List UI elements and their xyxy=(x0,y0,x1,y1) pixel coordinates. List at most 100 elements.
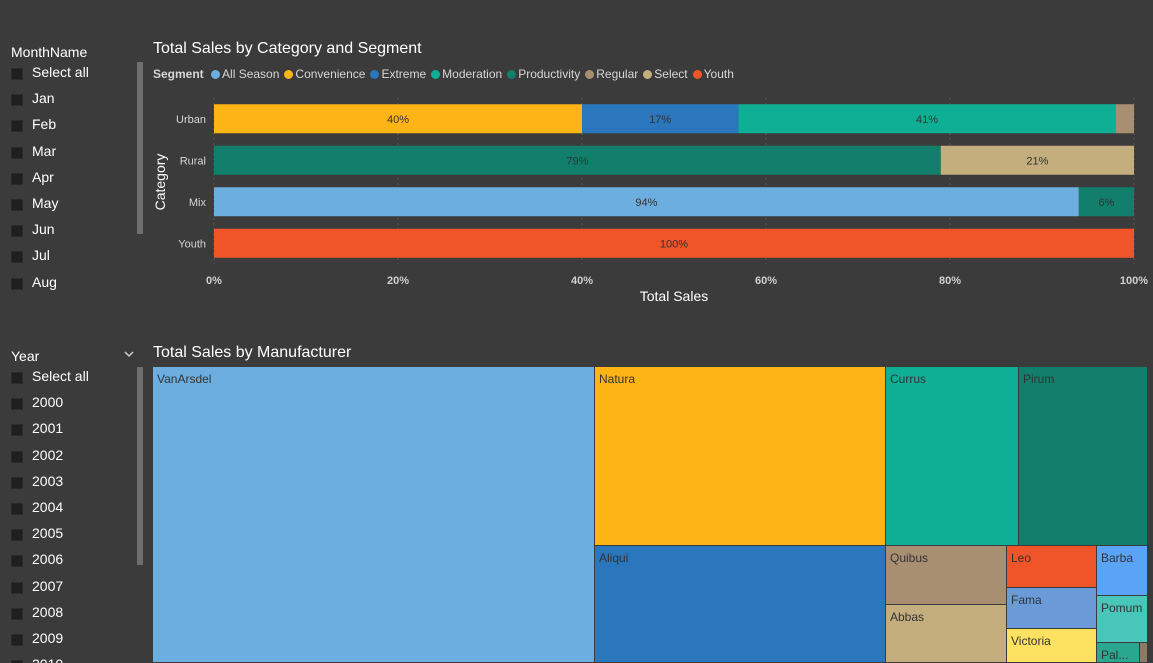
bar-segment xyxy=(1078,187,1134,217)
month-slicer-item-label: Jun xyxy=(32,221,55,238)
month-slicer-item[interactable]: Aug xyxy=(0,273,138,299)
treemap-tile[interactable]: Currus xyxy=(885,366,1019,546)
legend-label: Youth xyxy=(703,67,734,81)
checkbox[interactable] xyxy=(11,68,23,80)
checkbox[interactable] xyxy=(11,172,23,185)
legend-item[interactable]: All Season xyxy=(211,67,279,81)
treemap-tile[interactable]: Barba xyxy=(1096,545,1148,596)
x-tick-label: 100% xyxy=(1120,275,1148,287)
checkbox[interactable] xyxy=(11,120,23,133)
month-slicer-item-label: Aug xyxy=(32,273,57,290)
checkbox[interactable] xyxy=(11,581,23,594)
year-slicer-scrollbar[interactable] xyxy=(137,367,143,565)
treemap-tile[interactable]: Pirum xyxy=(1018,366,1148,546)
year-slicer-item-label: 2000 xyxy=(32,394,64,411)
year-slicer-list: Select all 2000 2001 2002 2003 2004 2005 2006 20… xyxy=(0,367,138,663)
checkbox[interactable] xyxy=(11,555,23,568)
treemap-tile[interactable]: Abbas xyxy=(885,604,1007,663)
legend-item[interactable]: Moderation xyxy=(431,67,502,81)
legend-item[interactable]: Youth xyxy=(692,67,734,81)
month-slicer-item[interactable]: Feb xyxy=(0,115,138,141)
year-slicer-item-label: 2005 xyxy=(32,525,64,542)
year-slicer-item[interactable]: 2008 xyxy=(0,603,138,629)
checkbox[interactable] xyxy=(11,424,23,437)
month-slicer-item-label: Apr xyxy=(32,168,54,185)
checkbox[interactable] xyxy=(11,502,23,515)
checkbox[interactable] xyxy=(11,198,23,211)
bar-data-label: 6% xyxy=(1098,197,1114,209)
year-slicer-item[interactable]: 2001 xyxy=(0,419,138,445)
treemap-tile[interactable]: Victoria xyxy=(1006,628,1097,663)
year-slicer-item[interactable]: 2006 xyxy=(0,550,138,576)
x-tick-label: 0% xyxy=(206,275,222,287)
month-slicer-item[interactable]: May xyxy=(0,194,138,220)
year-slicer-item-label: Select all xyxy=(32,368,89,384)
bar-segment xyxy=(214,104,582,134)
treemap-tile[interactable]: Pal... xyxy=(1096,642,1140,663)
year-slicer-item[interactable]: 2002 xyxy=(0,446,138,472)
treemap-tile[interactable]: Natura xyxy=(594,366,886,546)
month-slicer-item[interactable]: Apr xyxy=(0,168,138,194)
legend-label: Extreme xyxy=(381,67,427,81)
year-slicer-item-label: 2010 xyxy=(32,656,63,663)
legend-dot-icon xyxy=(431,70,441,79)
treemap-tile[interactable]: VanArsdel xyxy=(152,366,595,663)
month-slicer-item-label: Select all xyxy=(32,64,89,80)
checkbox[interactable] xyxy=(11,277,23,290)
month-slicer-item[interactable]: Jul xyxy=(0,246,138,272)
x-tick-label: 80% xyxy=(939,275,961,287)
month-slicer-item-label: Feb xyxy=(32,116,57,133)
year-slicer-item[interactable]: 2009 xyxy=(0,629,138,655)
year-slicer-item[interactable]: Select all xyxy=(0,367,138,393)
legend-dot-icon xyxy=(211,70,221,79)
legend-item[interactable]: Productivity xyxy=(507,67,580,81)
year-slicer-item[interactable]: 2010 xyxy=(0,655,138,663)
year-slicer-item[interactable]: 2007 xyxy=(0,577,138,603)
y-tick-label: Mix xyxy=(189,197,207,209)
checkbox[interactable] xyxy=(11,660,23,663)
checkbox[interactable] xyxy=(11,633,23,646)
checkbox[interactable] xyxy=(11,225,23,238)
year-slicer-item[interactable]: 2000 xyxy=(0,393,138,419)
bar-data-label: 100% xyxy=(660,238,688,250)
y-tick-label: Urban xyxy=(176,114,206,126)
legend-item[interactable]: Regular xyxy=(585,67,638,81)
legend-item[interactable]: Select xyxy=(643,67,688,81)
treemap-tile[interactable]: Aliqui xyxy=(594,545,886,663)
treemap-tile[interactable] xyxy=(1139,642,1148,663)
checkbox[interactable] xyxy=(11,398,23,411)
year-slicer-item[interactable]: 2003 xyxy=(0,472,138,498)
checkbox[interactable] xyxy=(11,476,23,489)
month-slicer-item[interactable]: Jan xyxy=(0,89,138,115)
legend-title: Segment xyxy=(153,67,204,81)
checkbox[interactable] xyxy=(11,146,23,159)
month-slicer-item[interactable]: Jun xyxy=(0,220,138,246)
treemap-tile[interactable]: Quibus xyxy=(885,545,1007,605)
checkbox[interactable] xyxy=(11,607,23,620)
legend-item[interactable]: Extreme xyxy=(370,67,426,81)
treemap-tile-label: Natura xyxy=(599,372,636,386)
year-slicer-item[interactable]: 2005 xyxy=(0,524,138,550)
bar-chart: 0% 20% 40% 60% 80% 100% Urban 40% 17% 41% Rural 79%… xyxy=(152,98,1148,304)
bar-data-label: 79% xyxy=(566,155,588,167)
treemap-tile[interactable]: Leo xyxy=(1006,545,1097,588)
checkbox[interactable] xyxy=(11,450,23,463)
month-slicer-item-label: Jan xyxy=(32,90,55,107)
treemap-tile-label: Leo xyxy=(1011,551,1032,565)
treemap-tile[interactable]: Fama xyxy=(1006,587,1097,629)
year-slicer-item[interactable]: 2004 xyxy=(0,498,138,524)
chevron-down-icon[interactable] xyxy=(122,347,136,361)
checkbox[interactable] xyxy=(11,529,23,542)
legend-item[interactable]: Convenience xyxy=(284,67,365,81)
treemap-title: Total Sales by Manufacturer xyxy=(153,344,352,361)
month-slicer-scrollbar[interactable] xyxy=(137,62,143,234)
checkbox[interactable] xyxy=(11,94,23,107)
bar-chart-title: Total Sales by Category and Segment xyxy=(153,40,422,57)
treemap-tile[interactable]: Pomum xyxy=(1096,595,1148,643)
checkbox[interactable] xyxy=(11,372,23,384)
y-tick-label: Rural xyxy=(180,155,206,167)
month-slicer-item[interactable]: Select all xyxy=(0,63,138,89)
legend-dot-icon xyxy=(692,70,702,79)
checkbox[interactable] xyxy=(11,251,23,264)
month-slicer-item[interactable]: Mar xyxy=(0,142,138,168)
